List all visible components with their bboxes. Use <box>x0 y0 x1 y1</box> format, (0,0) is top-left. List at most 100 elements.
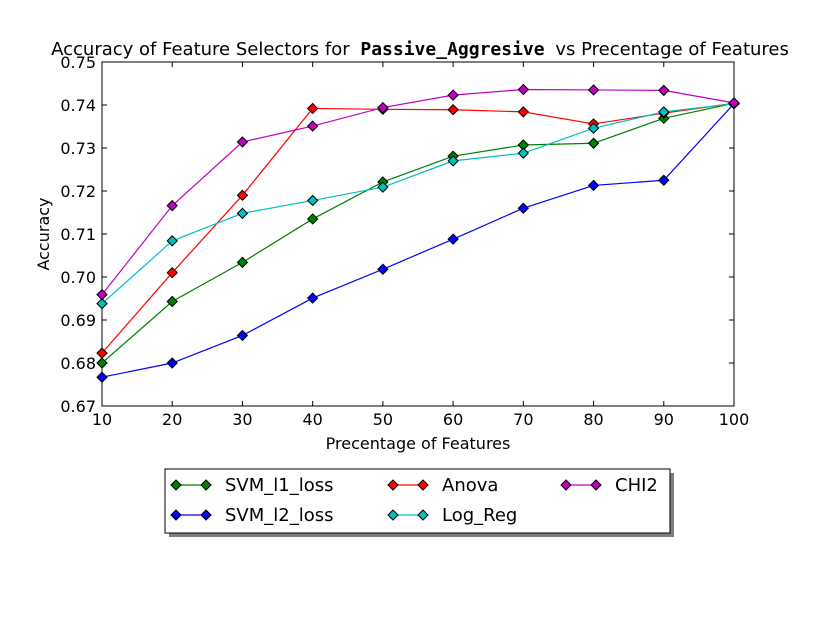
data-point-anova <box>447 104 459 116</box>
x-tick-label: 80 <box>583 410 603 429</box>
data-point-svm-l2-loss <box>236 329 249 342</box>
data-point-log-reg <box>166 235 178 247</box>
data-point-svm-l1-loss <box>166 295 178 308</box>
legend-label-log-reg: Log_Reg <box>442 505 517 526</box>
x-tick-label: 50 <box>373 410 393 429</box>
y-tick-label: 0.74 <box>60 96 96 115</box>
data-point-chi2 <box>306 120 319 132</box>
data-point-anova <box>96 347 108 359</box>
data-point-svm-l2-loss <box>306 292 319 304</box>
x-tick-label: 10 <box>92 410 112 429</box>
legend-marker-log-reg <box>417 509 429 521</box>
y-tick-label: 0.71 <box>60 225 96 244</box>
legend-marker-anova <box>417 479 429 491</box>
legend-marker-svm-l2-loss <box>170 509 182 521</box>
x-tick-label: 90 <box>654 410 674 429</box>
y-tick-label: 0.72 <box>60 182 96 201</box>
plot-area: 10 20 30 40 50 60 70 80 90 100 0.67 0.68 0.69 0.70 0.7… <box>60 53 749 429</box>
y-tick-label: 0.69 <box>60 311 96 330</box>
data-point-chi2 <box>447 89 459 101</box>
data-point-svm-l1-loss <box>236 256 249 269</box>
legend-label-anova: Anova <box>442 475 498 496</box>
series-anova <box>96 97 740 359</box>
series-line-svm-l2-loss <box>101 103 735 378</box>
x-axis-ticks <box>101 62 735 406</box>
series-svm-l2-loss <box>96 98 740 383</box>
data-point-svm-l2-loss <box>517 202 530 214</box>
x-tick-label: 100 <box>719 410 750 429</box>
data-point-anova <box>166 266 178 279</box>
data-point-svm-l2-loss <box>166 357 178 369</box>
series-line-log-reg <box>101 103 735 305</box>
legend-marker-svm-l2-loss <box>200 509 212 521</box>
x-tick-label: 60 <box>443 410 463 429</box>
series-line-chi2 <box>101 88 735 296</box>
x-tick-label: 70 <box>513 410 533 429</box>
legend-marker-chi2 <box>560 479 572 491</box>
data-point-log-reg <box>306 194 319 207</box>
data-point-log-reg <box>587 122 600 134</box>
data-point-chi2 <box>166 199 178 212</box>
chart-title: Accuracy of Feature Selectors for Passiv… <box>51 39 789 60</box>
chart-title-model: Passive_Aggresive <box>360 39 544 60</box>
y-tick-label: 0.70 <box>60 268 96 287</box>
data-point-log-reg <box>658 106 670 118</box>
series-log-reg <box>96 98 740 310</box>
data-point-log-reg <box>517 147 530 159</box>
legend-entry-svm-l2-loss: SVM_l2_loss <box>170 505 334 526</box>
series-line-anova <box>101 102 735 354</box>
data-point-chi2 <box>587 84 600 96</box>
legend-entry-log-reg: Log_Reg <box>387 505 517 526</box>
data-point-log-reg <box>236 207 249 220</box>
data-point-svm-l2-loss <box>377 263 389 275</box>
data-point-chi2 <box>658 84 670 97</box>
x-axis-tick-labels: 10 20 30 40 50 60 70 80 90 100 <box>92 410 749 429</box>
data-point-svm-l1-loss <box>587 137 600 149</box>
series-chi2 <box>96 83 740 301</box>
x-axis-label: Precentage of Features <box>326 434 511 453</box>
legend-marker-log-reg <box>387 509 399 521</box>
legend-marker-anova <box>387 479 399 491</box>
data-point-anova <box>236 189 249 202</box>
legend: SVM_l1_loss SVM_l2_loss Anova Log_Reg CHI2 <box>164 468 674 537</box>
data-point-svm-l2-loss <box>96 371 108 383</box>
data-point-chi2 <box>377 101 389 114</box>
y-tick-label: 0.68 <box>60 354 96 373</box>
y-tick-label: 0.67 <box>60 397 96 416</box>
data-point-chi2 <box>96 288 108 301</box>
data-point-log-reg <box>377 181 389 193</box>
data-point-log-reg <box>96 297 108 310</box>
legend-entry-svm-l1-loss: SVM_l1_loss <box>170 475 334 496</box>
data-point-svm-l1-loss <box>96 357 108 369</box>
legend-marker-chi2 <box>590 479 602 491</box>
plot-frame <box>101 61 735 407</box>
data-point-chi2 <box>728 97 740 109</box>
y-axis-label: Accuracy <box>34 197 53 270</box>
data-point-svm-l1-loss <box>306 213 319 225</box>
x-tick-label: 30 <box>232 410 252 429</box>
data-point-chi2 <box>517 83 530 96</box>
series-line-svm-l1-loss <box>101 102 735 364</box>
y-tick-label: 0.75 <box>60 53 96 72</box>
data-point-svm-l2-loss <box>447 233 459 245</box>
y-axis-tick-labels: 0.67 0.68 0.69 0.70 0.71 0.72 0.73 0.74 0.75 <box>60 53 96 416</box>
legend-label-chi2: CHI2 <box>615 475 658 496</box>
data-point-chi2 <box>236 136 249 148</box>
chart-title-prefix: Accuracy of Feature Selectors for <box>51 39 350 60</box>
x-tick-label: 40 <box>302 410 322 429</box>
data-point-anova <box>306 102 319 115</box>
legend-box <box>164 468 671 534</box>
data-point-svm-l2-loss <box>587 179 600 192</box>
x-tick-label: 20 <box>162 410 182 429</box>
data-point-anova <box>517 106 530 118</box>
legend-marker-svm-l1-loss <box>200 479 212 491</box>
legend-marker-svm-l1-loss <box>170 479 182 491</box>
legend-entry-anova: Anova <box>387 475 498 496</box>
y-tick-label: 0.73 <box>60 139 96 158</box>
data-point-svm-l2-loss <box>658 174 670 186</box>
y-axis-ticks <box>102 61 734 407</box>
plot-frame-box <box>101 61 735 407</box>
legend-entry-chi2: CHI2 <box>560 475 658 496</box>
